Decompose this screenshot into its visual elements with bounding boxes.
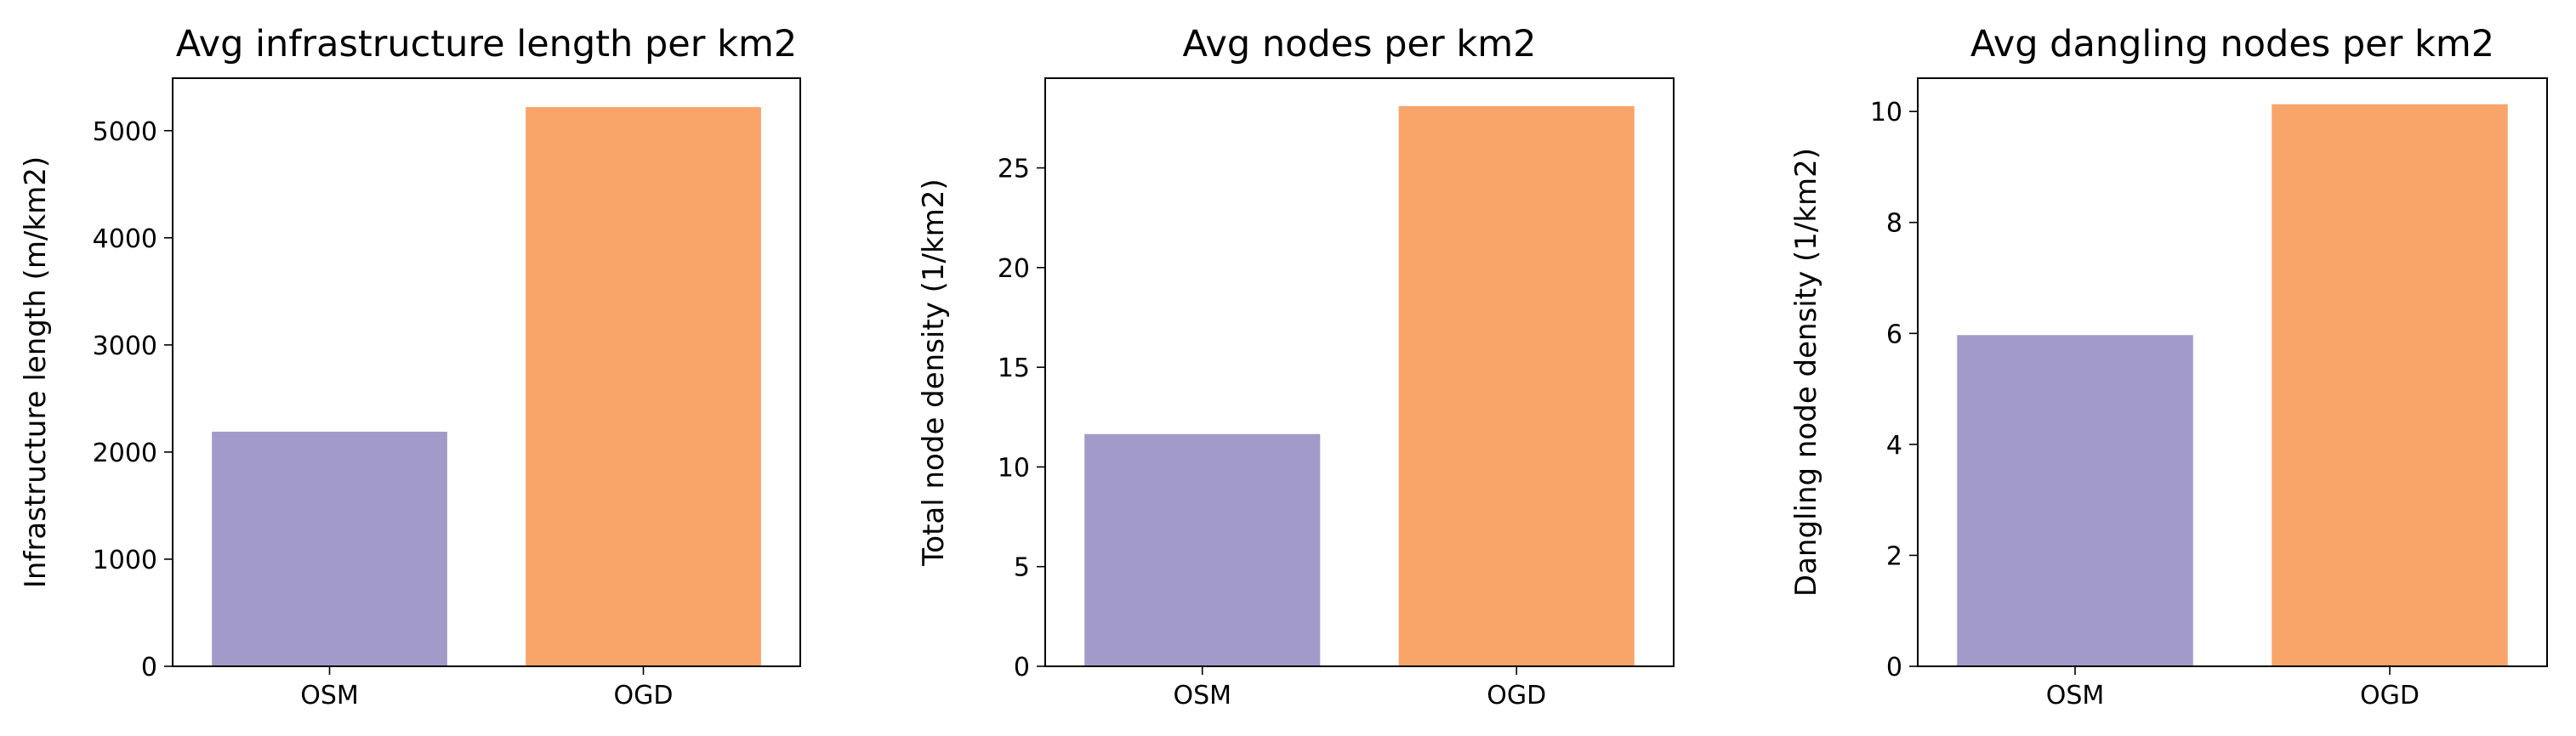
axes-frame [172,77,801,667]
y-tick-label: 0 [1886,653,1902,682]
y-axis-label: Total node density (1/km2) [917,178,951,566]
y-tick-label: 4 [1886,431,1902,461]
y-tick-label: 1000 [93,546,157,575]
y-axis-label: Dangling node density (1/km2) [1789,148,1823,597]
x-tick-label: OSM [1173,681,1231,711]
y-tick-label: 10 [1870,98,1902,127]
y-tick-label: 4000 [93,224,157,254]
x-tick-label: OSM [2046,681,2105,711]
y-tick-label: 10 [998,453,1030,483]
y-tick-label: 5 [1014,553,1030,583]
y-tick-label: 15 [998,354,1030,383]
y-axis-label: Infrastructure length (m/km2) [19,156,53,588]
y-tick-label: 25 [998,155,1030,184]
axes-frame [1917,77,2548,667]
y-tick-label: 2 [1886,541,1902,571]
chart-title: Avg infrastructure length per km2 [176,23,797,65]
y-tick-label: 8 [1886,209,1902,239]
bar-osm [212,431,447,666]
bar-osm [1084,433,1321,666]
y-tick-label: 2000 [93,439,157,468]
chart-title: Avg nodes per km2 [1183,23,1537,65]
y-tick-label: 0 [1014,653,1030,682]
bar-ogd [1398,105,1635,666]
bar-ogd [526,107,761,667]
y-tick-label: 6 [1886,320,1902,349]
bar-ogd [2272,104,2508,666]
x-tick-label: OGD [2360,681,2420,711]
axes-frame [1044,77,1675,667]
y-tick-label: 20 [998,254,1030,284]
chart-panel-1: OSM OGD 0 1000 2000 3000 4000 5000 Avg infrastru… [19,23,801,711]
x-tick-label: OSM [300,681,359,711]
y-tick-label: 3000 [93,331,157,361]
x-tick-label: OGD [614,681,674,711]
y-tick-label: 0 [141,653,157,682]
chart-title: Avg dangling nodes per km2 [1970,23,2494,65]
chart-panel-2: OSM OGD 0 5 10 15 20 25 Avg nodes per km2 Total n… [917,23,1675,711]
chart-panel-3: OSM OGD 0 2 4 6 8 10 Avg dangling nodes per km2 D… [1789,23,2548,711]
bar-osm [1957,335,2193,666]
x-tick-label: OGD [1487,681,1546,711]
y-tick-label: 5000 [93,117,157,147]
